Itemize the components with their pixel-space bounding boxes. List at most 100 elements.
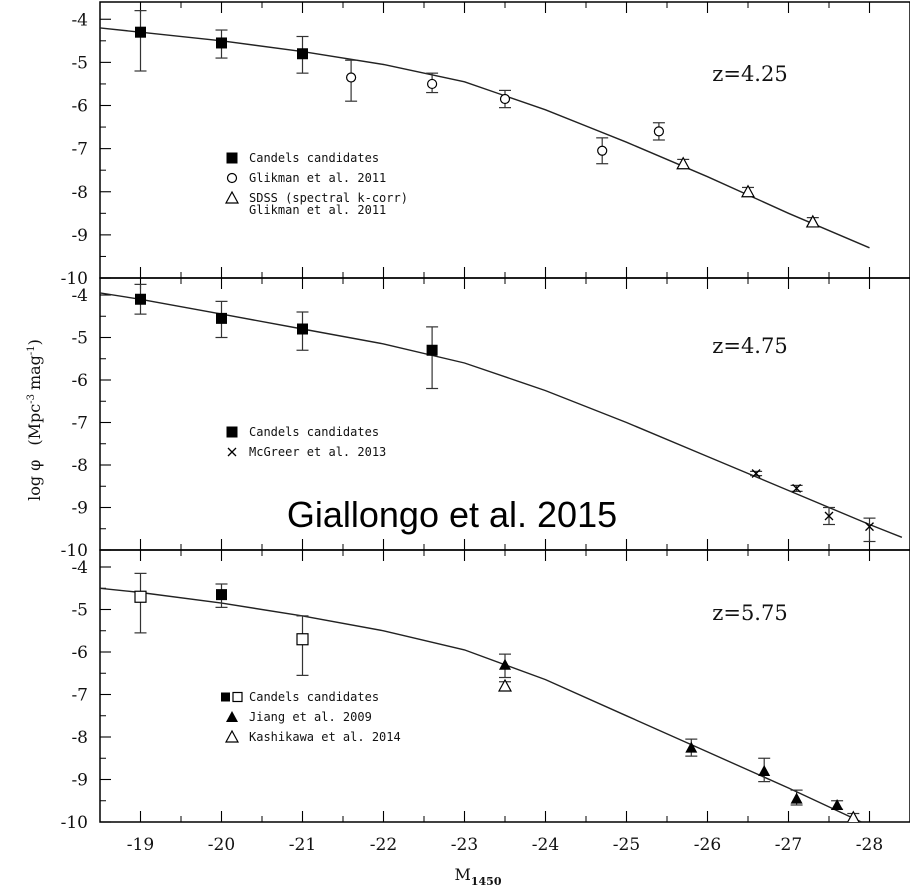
data-point-open-circle bbox=[427, 78, 438, 90]
y-tick-label: -4 bbox=[71, 558, 88, 578]
data-point-cross bbox=[751, 469, 761, 478]
y-tick-label: -7 bbox=[71, 414, 88, 434]
panel-3-model-curve bbox=[100, 587, 862, 822]
svg-text:log φ(Mpc-3mag-1): log φ (Mpc-3 mag-1) bbox=[25, 339, 44, 501]
legend-entry-text: Glikman et al. 2011 bbox=[249, 171, 386, 185]
y-tick-label: -8 bbox=[71, 456, 88, 476]
panel-2-series-cross bbox=[750, 469, 876, 543]
y-tick-label: -4 bbox=[71, 286, 88, 306]
data-point-filled-square bbox=[216, 312, 227, 324]
data-point-filled-triangle bbox=[790, 792, 803, 804]
panel-1: -4 -5 -6 -7 -8 -9 -10 z=4.25 Candels candidates G… bbox=[61, 1, 910, 289]
panel-2: -4 -5 -6 -7 -8 -9 -10 z=4.75 Candels candidates M… bbox=[61, 277, 910, 561]
data-point-filled-triangle bbox=[758, 765, 771, 776]
legend-marker-open-triangle bbox=[224, 190, 240, 204]
y-tick-label: -10 bbox=[61, 269, 88, 289]
data-point-open-triangle bbox=[805, 214, 820, 228]
data-point-open-circle bbox=[653, 126, 665, 137]
panel-3-series-filled-square bbox=[215, 583, 228, 608]
legend-marker-filled-square bbox=[226, 426, 238, 438]
panel-3-series-filled-triangle bbox=[499, 653, 844, 810]
legend-marker-open-triangle bbox=[224, 729, 240, 743]
y-tick-label: -7 bbox=[71, 140, 88, 160]
y-axis-title-text: log φ bbox=[25, 460, 44, 501]
x-tick-label: -21 bbox=[289, 835, 316, 855]
data-point-cross bbox=[824, 511, 834, 521]
x-axis-tick-labels: -19 -20 -21 -22 -23 -24 -25 -26 -27 -28 bbox=[127, 835, 883, 855]
panel-3-series-open-square bbox=[134, 572, 309, 676]
y-tick-label: -10 bbox=[61, 813, 88, 833]
legend-marker-filled-and-open-square-filled bbox=[221, 692, 230, 702]
legend-marker-cross bbox=[227, 447, 237, 457]
legend-entry-text: SDSS (spectral k-corr) bbox=[249, 191, 408, 205]
x-tick-label: -25 bbox=[613, 835, 640, 855]
data-point-filled-square bbox=[135, 293, 146, 305]
data-point-filled-square bbox=[216, 589, 227, 601]
y-axis-units-exp: -3 bbox=[26, 394, 37, 404]
data-point-open-circle bbox=[597, 145, 608, 156]
y-tick-label: -9 bbox=[71, 771, 88, 791]
y-tick-label: -9 bbox=[71, 499, 88, 519]
x-tick-label: -22 bbox=[370, 835, 397, 855]
y-axis-units-tail: mag bbox=[25, 355, 44, 390]
panel-1-series-filled-square bbox=[134, 10, 309, 74]
y-tick-label: -6 bbox=[71, 643, 88, 663]
x-axis-title-text: M bbox=[454, 865, 470, 884]
x-tick-label: -24 bbox=[532, 835, 559, 855]
data-point-cross bbox=[792, 483, 802, 493]
x-tick-label: -26 bbox=[694, 835, 721, 855]
y-axis-units-open: (Mpc bbox=[25, 404, 44, 446]
panel-1-model-curve bbox=[100, 27, 870, 249]
data-point-filled-square bbox=[135, 26, 146, 38]
y-tick-label: -9 bbox=[71, 226, 88, 246]
y-tick-label: -7 bbox=[71, 686, 88, 706]
data-point-open-circle bbox=[499, 93, 511, 105]
legend-marker-open-circle bbox=[226, 172, 238, 184]
x-axis-title-subscript: 1450 bbox=[471, 875, 502, 888]
data-point-cross bbox=[865, 522, 874, 532]
panel-2-series-filled-square bbox=[134, 283, 439, 390]
citation-overlay: Giallongo et al. 2015 bbox=[287, 494, 617, 535]
data-point-open-triangle bbox=[676, 156, 691, 170]
panels: -4 -5 -6 -7 -8 -9 -10 z=4.25 Candels candidates G… bbox=[61, 1, 910, 833]
legend-marker-filled-square bbox=[226, 152, 238, 164]
data-point-open-square bbox=[296, 633, 309, 646]
legend-entry-text-line2: Glikman et al. 2011 bbox=[249, 203, 386, 217]
data-point-filled-triangle bbox=[685, 741, 698, 753]
y-tick-label: -8 bbox=[71, 728, 88, 748]
panel-1-series-open-circle bbox=[345, 59, 665, 165]
panel-2-redshift-label: z=4.75 bbox=[712, 334, 787, 358]
data-point-open-square bbox=[134, 590, 147, 603]
data-point-filled-square bbox=[426, 344, 438, 356]
panel-3-series-open-triangle bbox=[497, 678, 860, 822]
data-point-open-triangle bbox=[740, 184, 756, 198]
y-tick-label: -5 bbox=[71, 53, 88, 73]
data-point-filled-square bbox=[297, 48, 308, 60]
panel-1-series-open-triangle bbox=[676, 156, 820, 228]
panel-3-redshift-label: z=5.75 bbox=[712, 601, 787, 625]
y-tick-label: -5 bbox=[71, 329, 88, 349]
x-tick-label: -19 bbox=[127, 835, 154, 855]
x-tick-label: -28 bbox=[856, 835, 883, 855]
data-point-filled-triangle bbox=[499, 658, 511, 670]
data-point-filled-square bbox=[216, 37, 227, 49]
svg-text:M1450: M1450 bbox=[454, 865, 501, 888]
x-tick-label: -27 bbox=[775, 835, 802, 855]
panel-2-legend: Candels candidates McGreer et al. 2013 bbox=[226, 425, 386, 459]
x-axis-title: M1450 bbox=[454, 865, 501, 888]
y-tick-label: -4 bbox=[71, 10, 88, 30]
y-tick-label: -8 bbox=[71, 183, 88, 203]
legend-entry-text: Candels candidates bbox=[249, 425, 379, 439]
y-axis-title: log φ (Mpc-3 mag-1) bbox=[25, 339, 44, 501]
x-tick-label: -20 bbox=[208, 835, 235, 855]
x-tick-label: -23 bbox=[451, 835, 478, 855]
panel-1-redshift-label: z=4.25 bbox=[712, 62, 787, 86]
legend-entry-text: Jiang et al. 2009 bbox=[249, 710, 372, 724]
y-axis-units-tail-exp: -1 bbox=[26, 345, 37, 355]
y-tick-label: -5 bbox=[71, 601, 88, 621]
legend-entry-text: Candels candidates bbox=[249, 151, 379, 165]
y-tick-label: -6 bbox=[71, 371, 88, 391]
legend-marker-filled-triangle bbox=[226, 711, 238, 722]
